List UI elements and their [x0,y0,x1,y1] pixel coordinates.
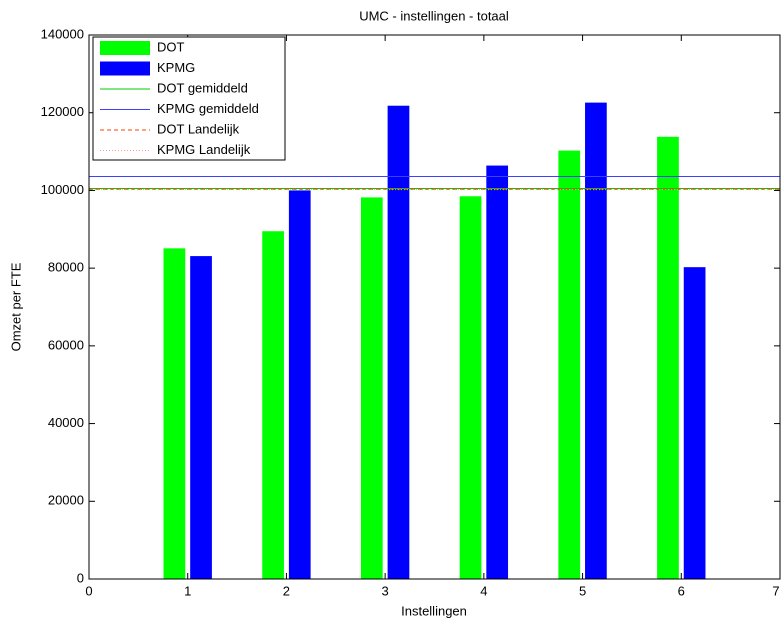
y-tick-label: 140000 [41,26,84,41]
legend-label: KPMG [157,60,195,75]
x-tick-label: 1 [184,583,191,598]
y-tick-label: 40000 [48,415,84,430]
legend-label: KPMG gemiddeld [157,101,259,116]
bar [387,105,410,579]
bar [262,231,284,579]
bar [558,150,581,579]
legend-swatch [100,41,150,55]
bar [683,267,706,579]
bar [163,248,186,579]
x-tick-label: 2 [283,583,290,598]
y-tick-label: 0 [77,570,84,585]
legend-box [92,36,286,161]
bar [288,190,311,579]
y-tick-label: 60000 [48,337,84,352]
x-tick-label: 5 [579,583,586,598]
y-tick-label: 20000 [48,493,84,508]
legend-label: KPMG Landelijk [157,142,251,157]
x-tick-label: 4 [480,583,487,598]
bar [360,197,383,579]
bar [657,136,679,579]
x-tick-label: 3 [382,583,389,598]
y-axis-label: Omzet per FTE [8,262,23,351]
y-tick-label: 120000 [41,104,84,119]
x-tick-label: 0 [85,583,92,598]
legend-label: DOT Landelijk [157,121,240,136]
legend-label: DOT gemiddeld [157,80,248,95]
bar [459,196,482,579]
legend-label: DOT [157,39,185,54]
x-tick-label: 6 [678,583,685,598]
x-tick-label: 7 [772,583,779,598]
bar [190,256,212,579]
axes-box [88,34,781,580]
x-axis-label: Instellingen [401,603,467,618]
bar [486,165,509,579]
legend-swatch [100,61,150,76]
y-tick-label: 100000 [41,182,84,197]
bar [585,102,607,580]
y-tick-label: 80000 [48,260,84,275]
chart-title: UMC - instellingen - totaal [359,8,509,23]
